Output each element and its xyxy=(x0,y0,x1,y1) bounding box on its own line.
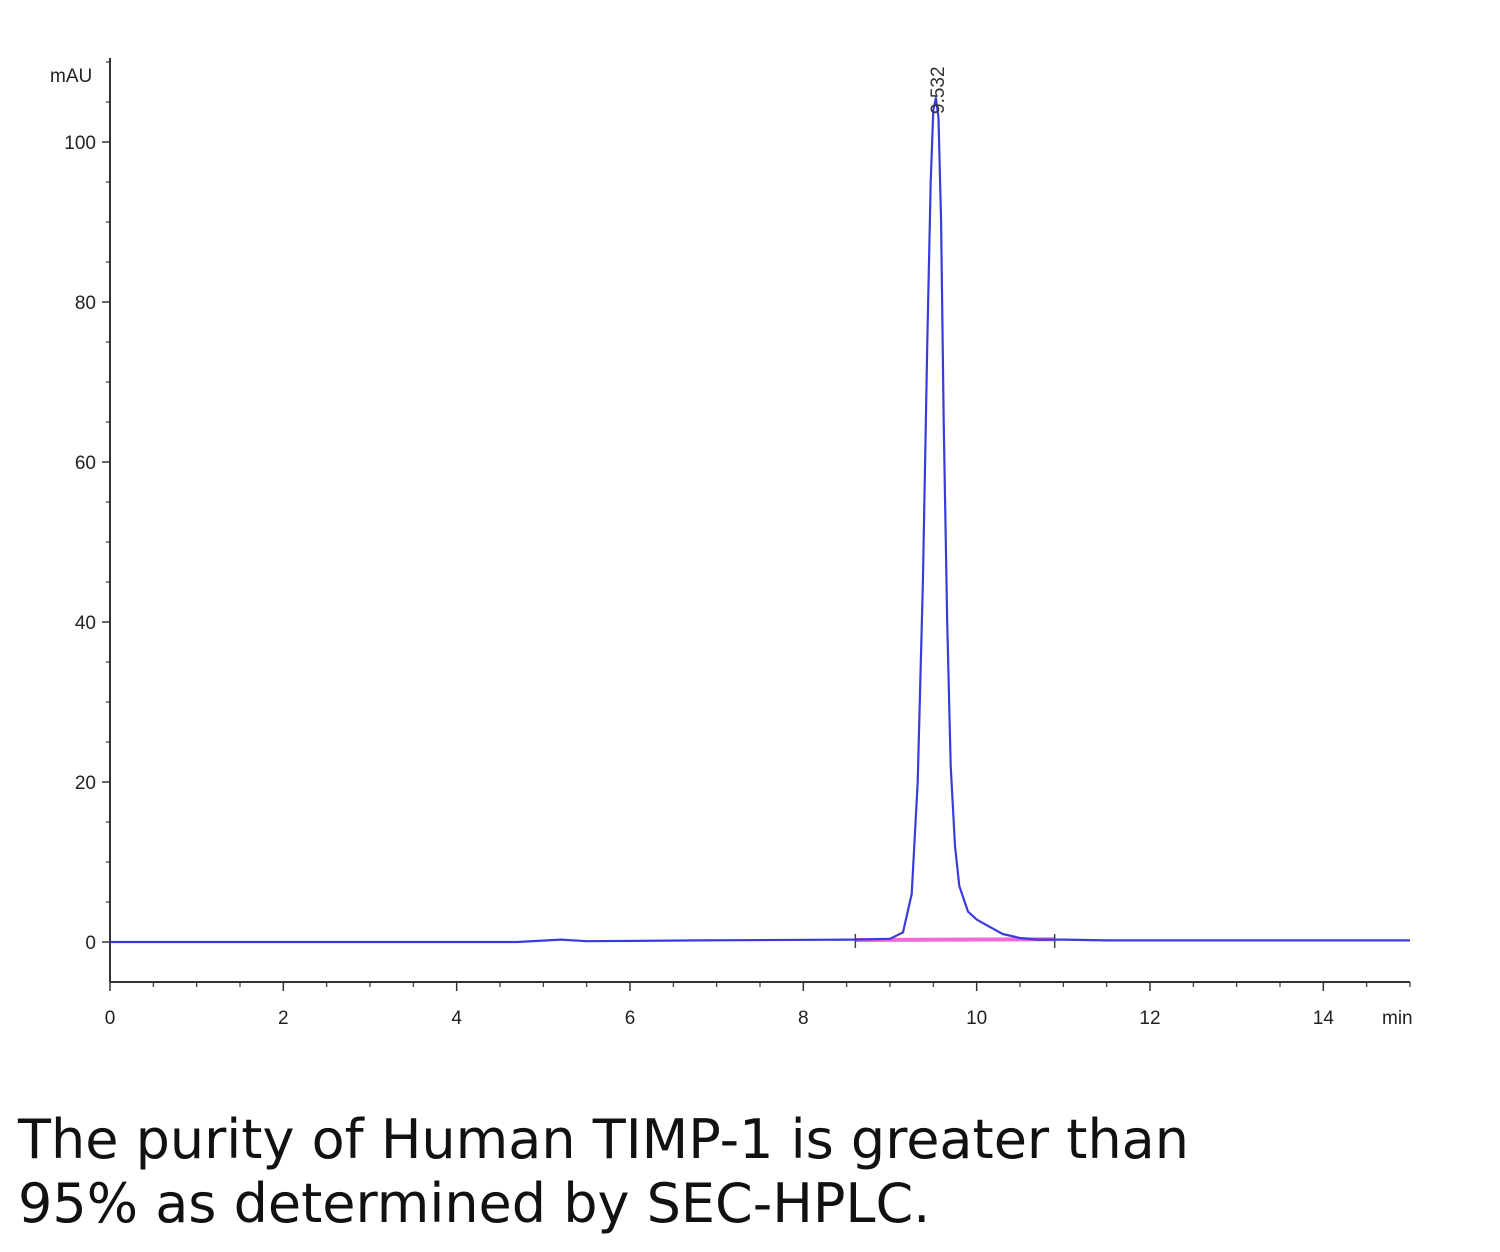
y-tick-label: 100 xyxy=(64,133,96,154)
x-tick-label: 6 xyxy=(625,1008,636,1029)
y-tick-label: 0 xyxy=(85,933,96,954)
x-tick-label: 0 xyxy=(105,1008,116,1029)
tick-labels: 0 20 40 60 80 100 0 2 4 6 8 10 12 14 xyxy=(64,133,1334,1029)
x-tick-label: 8 xyxy=(798,1008,809,1029)
x-tick-label: 2 xyxy=(278,1008,289,1029)
x-tick-label: 10 xyxy=(966,1008,987,1029)
series-layer xyxy=(110,96,1410,944)
caption-line-1: The purity of Human TIMP-1 is greater th… xyxy=(18,1108,1189,1171)
chromatogram-chart: 0 20 40 60 80 100 0 2 4 6 8 10 12 14 mAU min 9.532 xyxy=(50,58,1413,1029)
x-tick-label: 4 xyxy=(451,1008,462,1029)
y-tick-label: 80 xyxy=(75,293,96,314)
peak-retention-label: 9.532 xyxy=(928,66,949,114)
y-axis-unit: mAU xyxy=(50,66,92,87)
caption: The purity of Human TIMP-1 is greater th… xyxy=(18,1108,1478,1236)
integration-baseline xyxy=(854,934,1056,948)
y-tick-label: 20 xyxy=(75,773,96,794)
chromatogram-trace xyxy=(110,96,1410,944)
x-tick-label: 14 xyxy=(1313,1008,1335,1029)
y-tick-label: 40 xyxy=(75,613,96,634)
caption-line-2: 95% as determined by SEC-HPLC. xyxy=(18,1172,931,1235)
x-axis-unit: min xyxy=(1382,1008,1413,1029)
y-tick-label: 60 xyxy=(75,453,96,474)
axes xyxy=(109,58,1410,983)
ticks xyxy=(102,61,1411,991)
x-tick-label: 12 xyxy=(1139,1008,1160,1029)
